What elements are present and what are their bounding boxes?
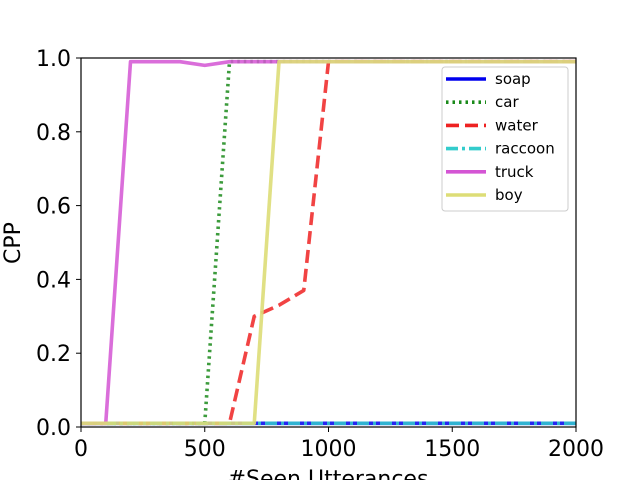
x-tick-label: 2000 [548,437,604,462]
y-tick-label: 1.0 [36,47,71,72]
y-axis-label: CPP [1,222,26,264]
axes-layer: 0 500 1000 1500 2000 0.0 0.2 0.4 0.6 0.8 1.0 [36,47,604,462]
legend-label-water: water [495,116,539,134]
x-tick-label: 0 [74,437,88,462]
x-tick-label: 500 [184,437,226,462]
legend-label-boy: boy [495,186,523,204]
legend-label-car: car [495,93,519,111]
y-tick-label: 0.6 [36,195,71,220]
x-axis-label: #Seen Utterances [228,467,429,480]
x-tick-label: 1000 [301,437,357,462]
y-tick-label: 0.4 [36,268,71,293]
legend-label-raccoon: raccoon [495,140,555,158]
legend: soap car water raccoon truck boy [441,66,569,212]
y-tick-label: 0.0 [36,416,71,441]
legend-label-truck: truck [495,163,534,181]
series-layer [81,59,576,426]
y-tick-label: 0.2 [36,342,71,367]
x-tick-label: 1500 [424,437,480,462]
y-tick-label: 0.8 [36,121,71,146]
series-line-boy [81,59,576,426]
legend-label-soap: soap [495,70,531,88]
